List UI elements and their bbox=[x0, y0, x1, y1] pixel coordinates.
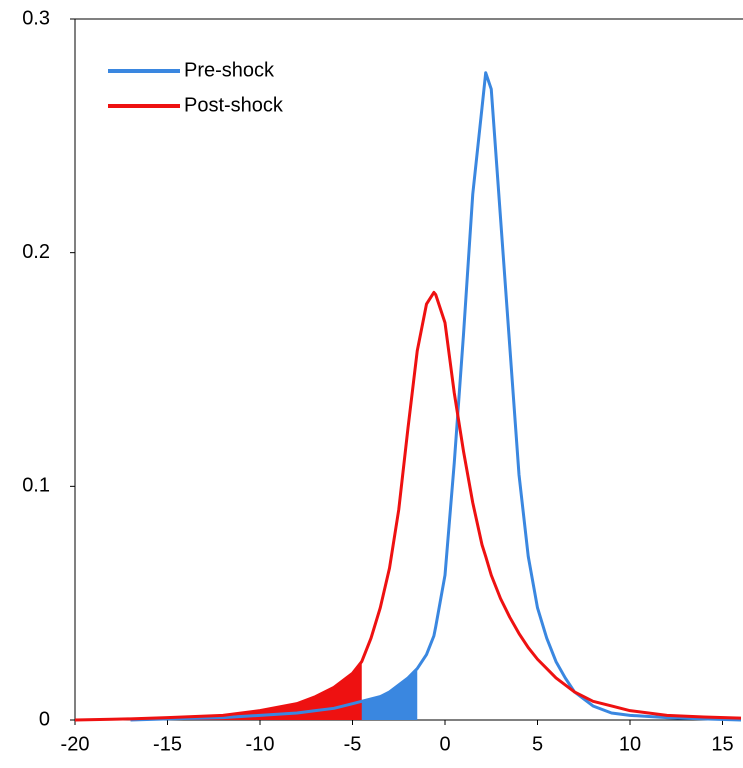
series-line bbox=[74, 290, 742, 722]
y-tick-label: 0 bbox=[39, 708, 50, 730]
x-tick-label: -15 bbox=[153, 733, 182, 755]
legend-label: Pre-shock bbox=[184, 59, 275, 81]
x-tick-label: 0 bbox=[439, 733, 450, 755]
legend-label: Post-shock bbox=[184, 94, 284, 116]
y-tick-label: 0.1 bbox=[22, 475, 50, 497]
x-tick-label: 10 bbox=[619, 733, 641, 755]
y-tick-label: 0.2 bbox=[22, 241, 50, 263]
x-tick-label: 5 bbox=[532, 733, 543, 755]
series-line bbox=[130, 71, 742, 722]
y-tick-label: 0.3 bbox=[22, 7, 50, 29]
x-tick-label: -10 bbox=[246, 733, 275, 755]
x-tick-label: -5 bbox=[344, 733, 362, 755]
x-tick-label: -20 bbox=[61, 733, 90, 755]
x-tick-label: 15 bbox=[711, 733, 733, 755]
